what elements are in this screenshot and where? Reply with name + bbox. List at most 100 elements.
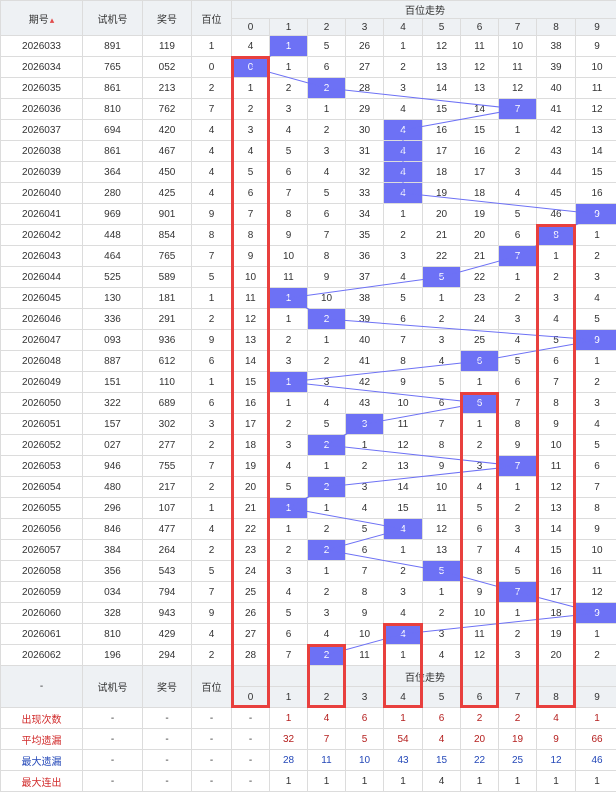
miss-cell: 9 xyxy=(422,455,461,477)
miss-cell: 4 xyxy=(307,623,346,645)
hit-cell: 0 xyxy=(231,56,270,78)
hit-cell: 6 xyxy=(460,392,499,414)
period-cell: 2026062 xyxy=(0,644,83,666)
digit-header-5: 5 xyxy=(422,18,461,36)
period-header[interactable]: 期号▴ xyxy=(0,0,83,36)
period-cell: 2026033 xyxy=(0,35,83,57)
miss-cell: 7 xyxy=(345,560,384,582)
miss-cell: 1 xyxy=(307,98,346,120)
test-number-cell: 356 xyxy=(82,560,143,582)
miss-cell: 2 xyxy=(307,350,346,372)
hundreds-cell: 2 xyxy=(191,434,232,456)
hit-cell: 4 xyxy=(383,119,423,141)
miss-cell: 10 xyxy=(422,476,461,498)
table-row: 2026050 322 689 6 16 1 4 43 10 6 6 7 8 3 xyxy=(0,392,616,414)
miss-cell: 6 xyxy=(269,161,308,183)
miss-cell: 1 xyxy=(383,644,423,666)
stat-value: 1 xyxy=(345,770,384,792)
miss-cell: 39 xyxy=(345,308,384,330)
miss-cell: 1 xyxy=(536,245,576,267)
miss-cell: 39 xyxy=(536,56,576,78)
miss-cell: 44 xyxy=(536,161,576,183)
miss-cell: 23 xyxy=(231,539,270,561)
footer-digit-7: 7 xyxy=(498,686,537,708)
prize-number-cell: 477 xyxy=(142,518,192,540)
prize-number-cell: 901 xyxy=(142,203,192,225)
footer-dash: - xyxy=(0,665,83,708)
miss-cell: 12 xyxy=(231,308,270,330)
hit-cell: 1 xyxy=(269,35,308,57)
test-number-cell: 810 xyxy=(82,623,143,645)
period-cell: 2026043 xyxy=(0,245,83,267)
test-number-cell: 336 xyxy=(82,308,143,330)
miss-cell: 37 xyxy=(345,266,384,288)
footer-digit-8: 8 xyxy=(536,686,576,708)
table-row: 2026049 151 110 1 15 1 3 42 9 5 1 6 7 2 xyxy=(0,371,616,393)
miss-cell: 1 xyxy=(460,371,499,393)
table-row: 2026039 364 450 4 5 6 4 32 4 18 17 3 44 15 xyxy=(0,161,616,183)
miss-cell: 12 xyxy=(460,644,499,666)
table-row: 2026044 525 589 5 10 11 9 37 4 5 22 1 2 3 xyxy=(0,266,616,288)
test-number-cell: 810 xyxy=(82,98,143,120)
sort-icon[interactable]: ▴ xyxy=(49,14,55,25)
miss-cell: 4 xyxy=(460,476,499,498)
period-cell: 2026059 xyxy=(0,581,83,603)
period-cell: 2026045 xyxy=(0,287,83,309)
miss-cell: 5 xyxy=(498,350,537,372)
hundreds-cell: 4 xyxy=(191,182,232,204)
footer-digit-0: 0 xyxy=(231,686,270,708)
miss-cell: 38 xyxy=(536,35,576,57)
hit-cell: 2 xyxy=(307,644,346,666)
miss-cell: 8 xyxy=(422,434,461,456)
miss-cell: 2 xyxy=(269,413,308,435)
stat-value: 5 xyxy=(345,728,384,750)
miss-cell: 15 xyxy=(536,539,576,561)
miss-cell: 3 xyxy=(498,308,537,330)
miss-cell: 8 xyxy=(460,560,499,582)
period-cell: 2026055 xyxy=(0,497,83,519)
miss-cell: 10 xyxy=(383,392,423,414)
hundreds-cell: 9 xyxy=(191,602,232,624)
miss-cell: 17 xyxy=(422,140,461,162)
prize-number-cell: 291 xyxy=(142,308,192,330)
stat-value: 4 xyxy=(536,707,576,729)
miss-cell: 8 xyxy=(383,350,423,372)
miss-cell: 27 xyxy=(231,623,270,645)
miss-cell: 13 xyxy=(231,329,270,351)
stat-value: 19 xyxy=(498,728,537,750)
prize-number-cell: 052 xyxy=(142,56,192,78)
stat-value: 10 xyxy=(345,749,384,771)
stat-value: 1 xyxy=(460,770,499,792)
table-row: 2026037 694 420 4 3 4 2 30 4 16 15 1 42 13 xyxy=(0,119,616,141)
stat-value: 6 xyxy=(422,707,461,729)
miss-cell: 3 xyxy=(498,644,537,666)
miss-cell: 12 xyxy=(574,98,616,120)
prize-number-cell: 936 xyxy=(142,329,192,351)
miss-cell: 2 xyxy=(307,119,346,141)
stat-value: 1 xyxy=(269,770,308,792)
stat-dash: - xyxy=(231,728,270,750)
miss-cell: 3 xyxy=(574,392,616,414)
test-number-cell: 196 xyxy=(82,644,143,666)
period-cell: 2026041 xyxy=(0,203,83,225)
miss-cell: 4 xyxy=(383,98,423,120)
miss-cell: 2 xyxy=(345,455,384,477)
miss-cell: 4 xyxy=(231,140,270,162)
miss-cell: 10 xyxy=(231,266,270,288)
table-row: 2026062 196 294 2 28 7 2 11 1 4 12 3 20 2 xyxy=(0,644,616,666)
miss-cell: 2 xyxy=(269,539,308,561)
hit-cell: 2 xyxy=(307,434,346,456)
miss-cell: 2 xyxy=(498,623,537,645)
miss-cell: 4 xyxy=(269,455,308,477)
miss-cell: 4 xyxy=(498,329,537,351)
stat-row: 平均遗漏----3275544201996612 xyxy=(0,728,616,750)
prize-number-cell: 762 xyxy=(142,98,192,120)
miss-cell: 6 xyxy=(231,182,270,204)
miss-cell: 1 xyxy=(460,413,499,435)
table-row: 2026040 280 425 4 6 7 5 33 4 19 18 4 45 16 xyxy=(0,182,616,204)
footer-prize-header: 奖号 xyxy=(142,665,192,708)
test-number-cell: 151 xyxy=(82,371,143,393)
miss-cell: 3 xyxy=(383,77,423,99)
hundreds-cell: 2 xyxy=(191,308,232,330)
miss-cell: 15 xyxy=(383,497,423,519)
